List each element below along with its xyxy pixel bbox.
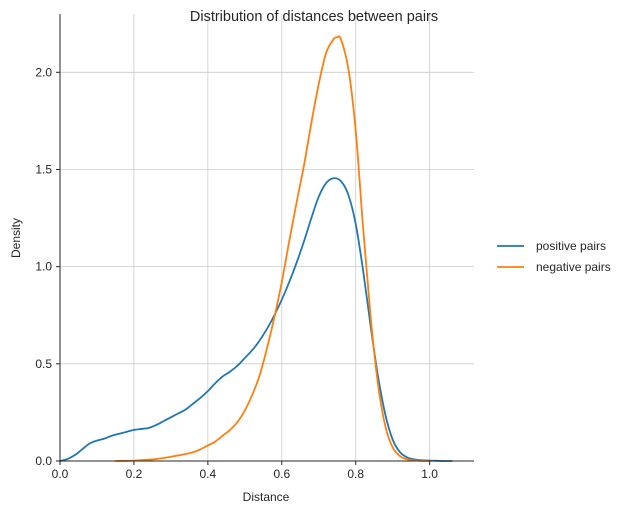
legend-label-negative-pairs: negative pairs	[536, 260, 611, 274]
legend: positive pairs negative pairs	[497, 239, 611, 274]
x-tick-label: 0.8	[347, 467, 364, 481]
series-lines	[59, 35, 453, 462]
y-tick-label: 1.0	[35, 260, 52, 274]
x-tick-label: 0.0	[52, 467, 69, 481]
x-tick-label: 0.4	[200, 467, 217, 481]
legend-label-positive-pairs: positive pairs	[536, 239, 606, 253]
y-tick-label: 0.0	[35, 454, 52, 468]
series-line-negative-pairs	[114, 35, 431, 462]
chart-title: Distribution of distances between pairs	[190, 9, 438, 25]
series-line-positive-pairs	[59, 177, 453, 462]
x-tick-label: 0.2	[126, 467, 143, 481]
y-tick-label: 0.5	[35, 357, 52, 371]
x-axis-title: Distance	[243, 490, 290, 504]
y-tick-label: 1.5	[35, 162, 52, 176]
axes	[59, 14, 474, 462]
grid	[59, 14, 474, 462]
x-tick-label: 0.6	[273, 467, 290, 481]
tick-labels: 0.0 0.2 0.4 0.6 0.8 1.0 0.0 0.5 1.0 1.5 2.0	[35, 65, 438, 481]
y-tick-label: 2.0	[35, 65, 52, 79]
x-tick-label: 1.0	[421, 467, 438, 481]
y-axis-title: Density	[9, 218, 23, 258]
